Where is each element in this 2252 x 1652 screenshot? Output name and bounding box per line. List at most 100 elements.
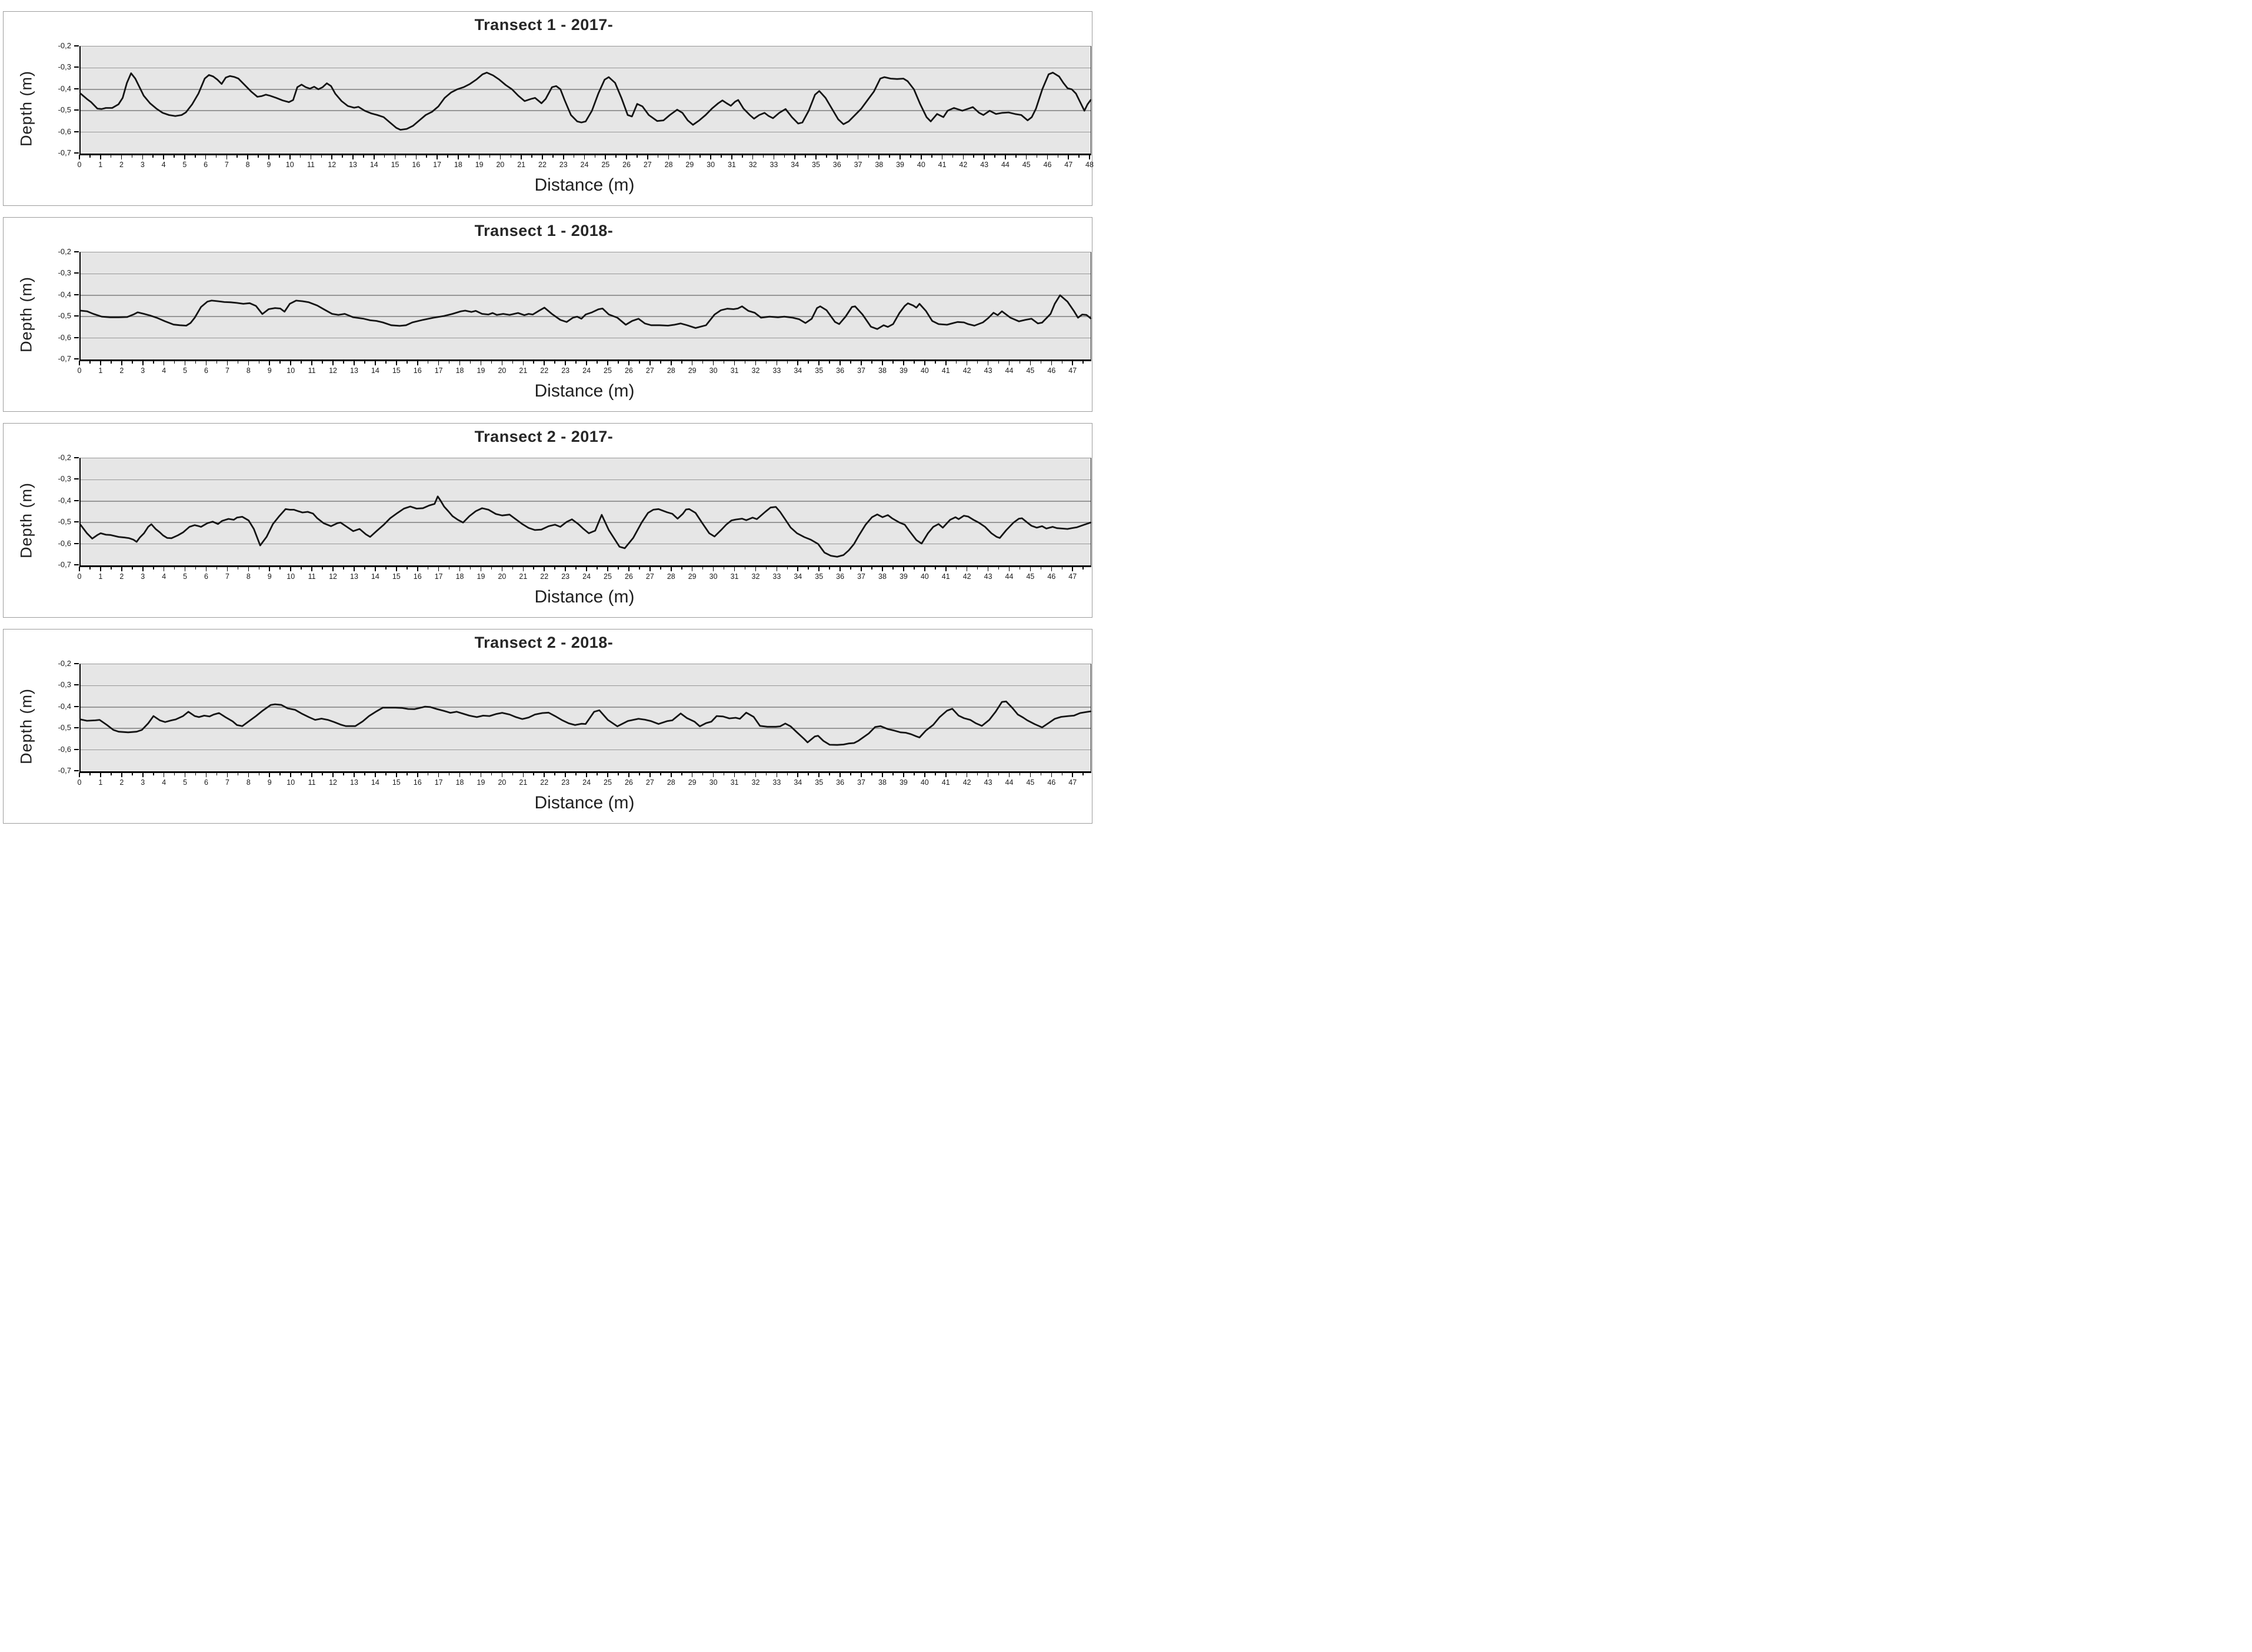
x-tick-mark: [417, 567, 418, 571]
x-tick-mark: [331, 155, 333, 159]
x-tick-mark: [1051, 567, 1052, 571]
x-tick-label: 31: [730, 572, 739, 581]
x-tick-mark: [1089, 155, 1090, 159]
x-tick-label: 32: [751, 778, 760, 787]
y-tick-mark: [74, 564, 79, 565]
x-minor-tick-mark: [554, 567, 555, 569]
x-tick-mark: [311, 361, 312, 365]
x-tick-label: 40: [920, 367, 929, 375]
y-tick-label: -0,3: [58, 474, 71, 484]
x-tick-mark: [438, 361, 439, 365]
x-minor-tick-mark: [174, 772, 175, 775]
x-minor-tick-mark: [744, 361, 746, 364]
y-tick-label: -0,6: [58, 538, 71, 548]
chart-title: Transect 2 - 2018-: [474, 634, 614, 651]
x-minor-tick-mark: [406, 361, 408, 364]
x-minor-tick-mark: [699, 155, 701, 158]
x-minor-tick-mark: [681, 772, 682, 775]
x-tick-label: 32: [751, 367, 760, 375]
x-tick-label: 16: [413, 778, 422, 787]
x-tick-mark: [438, 567, 439, 571]
x-tick-label: 44: [1001, 161, 1010, 169]
x-tick-label: 15: [391, 161, 399, 169]
gridline: [81, 707, 1091, 708]
x-tick-mark: [290, 567, 291, 571]
x-tick-mark: [522, 772, 524, 777]
x-tick-mark: [1030, 361, 1031, 365]
x-tick-label: 24: [582, 367, 591, 375]
x-minor-tick-mark: [765, 772, 767, 775]
x-tick-label: 45: [1022, 161, 1031, 169]
x-tick-label: 6: [204, 778, 208, 787]
x-tick-mark: [79, 772, 80, 777]
x-tick-mark: [480, 567, 482, 571]
x-tick-mark: [712, 772, 714, 777]
x-minor-tick-mark: [469, 567, 471, 569]
x-minor-tick-mark: [1082, 772, 1084, 775]
x-minor-tick-mark: [977, 361, 978, 364]
x-tick-mark: [1051, 361, 1052, 365]
x-minor-tick-mark: [952, 155, 954, 158]
x-minor-tick-mark: [322, 361, 323, 364]
x-tick-label: 19: [477, 367, 485, 375]
x-tick-label: 38: [878, 367, 887, 375]
depth-profile-line: [79, 294, 1092, 330]
x-tick-label: 11: [308, 572, 316, 581]
x-tick-label: 33: [772, 367, 781, 375]
x-tick-mark: [755, 361, 757, 365]
x-tick-label: 4: [162, 572, 166, 581]
x-tick-mark: [100, 567, 101, 571]
x-tick-mark: [499, 155, 501, 159]
x-tick-label: 17: [434, 778, 443, 787]
x-minor-tick-mark: [787, 772, 788, 775]
x-tick-label: 8: [246, 572, 251, 581]
x-tick-mark: [797, 361, 799, 365]
x-tick-label: 13: [350, 367, 358, 375]
x-minor-tick-mark: [406, 567, 408, 569]
x-minor-tick-mark: [784, 155, 785, 158]
x-tick-label: 28: [664, 161, 673, 169]
x-minor-tick-mark: [892, 567, 894, 569]
x-minor-tick-mark: [639, 361, 640, 364]
x-tick-mark: [163, 567, 165, 571]
x-tick-label: 24: [580, 161, 589, 169]
x-minor-tick-mark: [322, 772, 323, 775]
x-tick-mark: [712, 361, 714, 365]
x-axis-title: Distance (m): [534, 381, 635, 401]
x-minor-tick-mark: [89, 155, 91, 158]
x-tick-mark: [248, 567, 249, 571]
x-minor-tick-mark: [597, 567, 598, 569]
x-tick-label: 4: [162, 367, 166, 375]
x-minor-tick-mark: [194, 155, 196, 158]
x-tick-mark: [226, 772, 228, 777]
x-tick-label: 10: [287, 367, 295, 375]
x-minor-tick-mark: [406, 772, 408, 775]
gridline: [81, 295, 1091, 296]
x-minor-tick-mark: [364, 567, 365, 569]
x-tick-mark: [647, 155, 648, 159]
x-tick-mark: [984, 155, 985, 159]
x-minor-tick-mark: [892, 772, 894, 775]
y-tick-mark: [74, 315, 79, 317]
y-tick-label: -0,2: [58, 41, 71, 50]
y-tick-label: -0,6: [58, 332, 71, 342]
x-minor-tick-mark: [1019, 361, 1021, 364]
x-tick-mark: [542, 155, 543, 159]
x-minor-tick-mark: [152, 361, 154, 364]
x-tick-mark: [605, 155, 607, 159]
x-tick-mark: [437, 155, 438, 159]
x-tick-label: 47: [1068, 572, 1077, 581]
x-tick-label: 40: [920, 778, 929, 787]
x-tick-mark: [373, 155, 375, 159]
x-tick-mark: [773, 155, 775, 159]
chart-panel-transect-2-2018: Transect 2 - 2018- Depth (m) Distance (m…: [3, 629, 1092, 824]
x-minor-tick-mark: [977, 567, 978, 569]
x-tick-label: 43: [980, 161, 989, 169]
chart-title: Transect 1 - 2017-: [474, 16, 614, 34]
x-tick-label: 35: [815, 778, 824, 787]
y-tick-mark: [74, 152, 79, 154]
gridline: [81, 316, 1091, 317]
x-minor-tick-mark: [594, 155, 596, 158]
y-tick-label: -0,5: [58, 723, 71, 732]
x-minor-tick-mark: [132, 361, 133, 364]
